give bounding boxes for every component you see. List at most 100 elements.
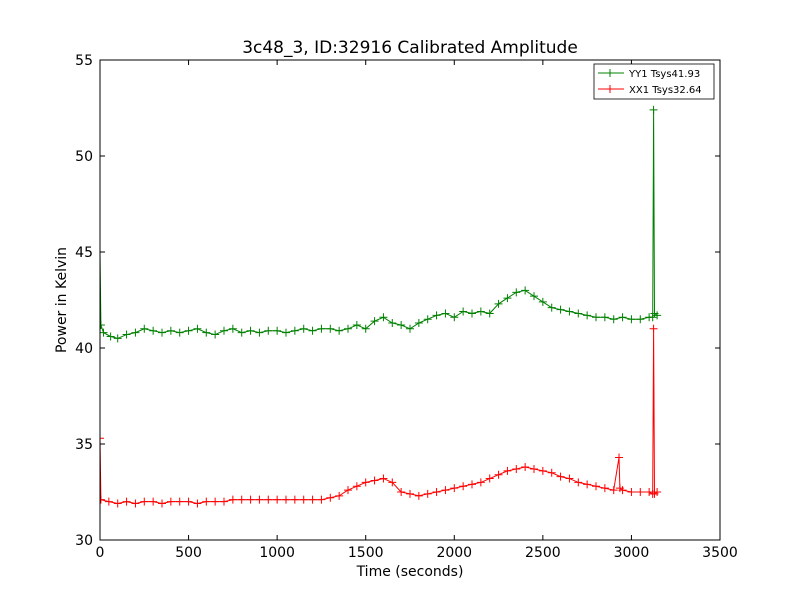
x-tick-label: 500 — [175, 545, 202, 561]
data-point — [649, 324, 658, 333]
data-point — [468, 309, 476, 318]
data-point — [636, 488, 645, 496]
data-point — [556, 305, 565, 314]
chart-title: 3c48_3, ID:32916 Calibrated Amplitude — [242, 38, 578, 58]
data-point — [193, 324, 202, 333]
data-point — [264, 495, 273, 504]
data-point — [538, 297, 547, 306]
data-point — [131, 499, 140, 508]
data-point — [255, 328, 264, 337]
data-point — [503, 466, 512, 475]
data-point — [494, 470, 503, 479]
data-point — [609, 486, 618, 495]
data-point — [122, 497, 131, 506]
data-point — [468, 480, 476, 489]
data-point — [220, 497, 228, 506]
data-point — [166, 326, 175, 335]
x-tick-label: 0 — [96, 545, 105, 561]
data-point — [317, 324, 326, 333]
data-point — [388, 478, 397, 487]
data-point — [538, 466, 547, 475]
data-point — [158, 499, 166, 508]
data-point — [290, 495, 299, 504]
data-point — [618, 313, 627, 322]
data-point — [432, 488, 441, 496]
data-point — [645, 488, 654, 496]
legend: YY1 Tsys41.93 XX1 Tsys32.64 — [593, 63, 715, 100]
data-point — [100, 320, 105, 329]
ticks-layer: 0 500 1000 1500 2000 2500 3000 3500 30 35 40 45 50 55 — [75, 53, 738, 561]
series-yy1 — [100, 105, 662, 343]
data-point — [100, 328, 108, 337]
data-point — [317, 495, 326, 504]
data-point — [352, 320, 361, 329]
data-point — [574, 478, 583, 487]
data-point — [397, 488, 406, 496]
data-point — [406, 489, 414, 498]
data-point — [106, 332, 115, 341]
data-point — [326, 493, 335, 502]
data-point — [104, 497, 113, 506]
data-point — [485, 309, 494, 318]
data-point — [228, 495, 237, 504]
data-point — [636, 315, 645, 324]
x-tick-label: 2500 — [525, 545, 561, 561]
data-point — [193, 499, 202, 508]
x-tick-label: 1500 — [348, 545, 384, 561]
data-point — [282, 495, 290, 504]
data-point — [476, 478, 485, 487]
data-point — [521, 286, 530, 295]
data-point — [565, 307, 574, 316]
data-point — [370, 476, 379, 485]
data-point — [264, 326, 273, 335]
data-point — [649, 105, 658, 114]
data-point — [184, 326, 193, 335]
legend-marker-yy1 — [606, 69, 614, 77]
data-point — [494, 299, 503, 308]
plot-area-frame — [99, 59, 721, 541]
data-point — [379, 474, 388, 483]
data-point — [379, 313, 388, 322]
data-point — [255, 495, 264, 504]
data-point — [600, 313, 609, 322]
data-point — [512, 464, 521, 473]
data-point — [556, 472, 565, 481]
data-point — [512, 288, 521, 297]
data-point — [423, 315, 432, 324]
data-point — [653, 311, 662, 320]
data-point — [158, 328, 166, 337]
data-point — [648, 313, 657, 322]
data-point — [308, 495, 317, 504]
data-point — [370, 317, 379, 326]
data-point — [592, 313, 600, 322]
data-point — [299, 495, 308, 504]
data-point — [397, 320, 406, 329]
data-point — [149, 497, 158, 506]
data-point — [414, 491, 423, 500]
data-point — [149, 326, 158, 335]
data-point — [459, 307, 468, 316]
series-xx1 — [100, 324, 662, 508]
data-point — [609, 315, 618, 324]
data-point — [113, 334, 122, 343]
data-point — [131, 328, 140, 337]
data-point — [246, 495, 255, 504]
y-axis-label: Power in Kelvin — [54, 247, 70, 353]
data-point — [290, 326, 299, 335]
data-point — [627, 488, 636, 496]
data-point — [246, 326, 255, 335]
legend-marker-xx1 — [606, 85, 614, 93]
data-point — [441, 486, 450, 495]
data-point — [100, 495, 105, 504]
data-point — [211, 330, 220, 339]
data-point — [113, 499, 122, 508]
x-axis-label: Time (seconds) — [356, 564, 464, 580]
data-point — [335, 491, 344, 500]
data-point — [237, 495, 246, 504]
y-tick-label: 55 — [75, 53, 93, 69]
data-point — [344, 324, 352, 333]
data-point — [530, 464, 538, 473]
data-point — [273, 326, 282, 335]
data-point — [140, 324, 149, 333]
